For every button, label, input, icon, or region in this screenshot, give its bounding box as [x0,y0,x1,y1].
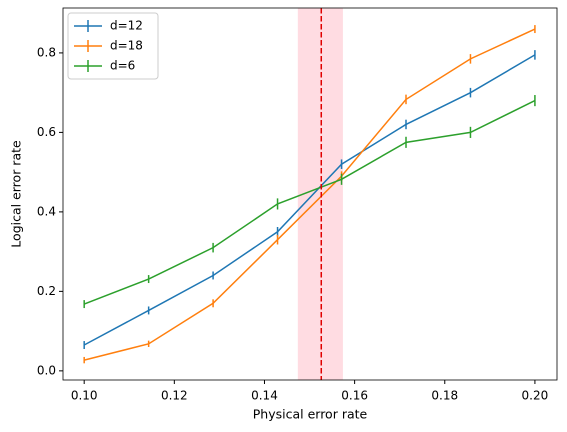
y-tick-label: 0.6 [37,125,56,139]
x-tick-label: 0.10 [71,389,98,403]
x-tick-label: 0.20 [522,389,549,403]
legend-label: d=12 [110,19,143,33]
series-line [84,28,536,361]
legend-label: d=18 [110,39,143,53]
y-tick-label: 0.4 [37,204,56,218]
x-tick-label: 0.18 [431,389,458,403]
legend-box [67,12,159,80]
y-tick-label: 0.0 [37,363,56,377]
x-axis-title: Physical error rate [253,407,368,422]
legend-label: d=6 [110,59,135,73]
x-tick-label: 0.14 [251,389,278,403]
plot-frame [62,7,558,381]
series-line [83,54,536,346]
series-line [83,99,536,305]
x-tick-label: 0.12 [161,389,188,403]
y-tick-label: 0.8 [37,45,56,59]
y-tick-label: 0.2 [37,284,56,298]
y-axis-title: Logical error rate [9,140,24,248]
x-tick-label: 0.16 [341,389,368,403]
